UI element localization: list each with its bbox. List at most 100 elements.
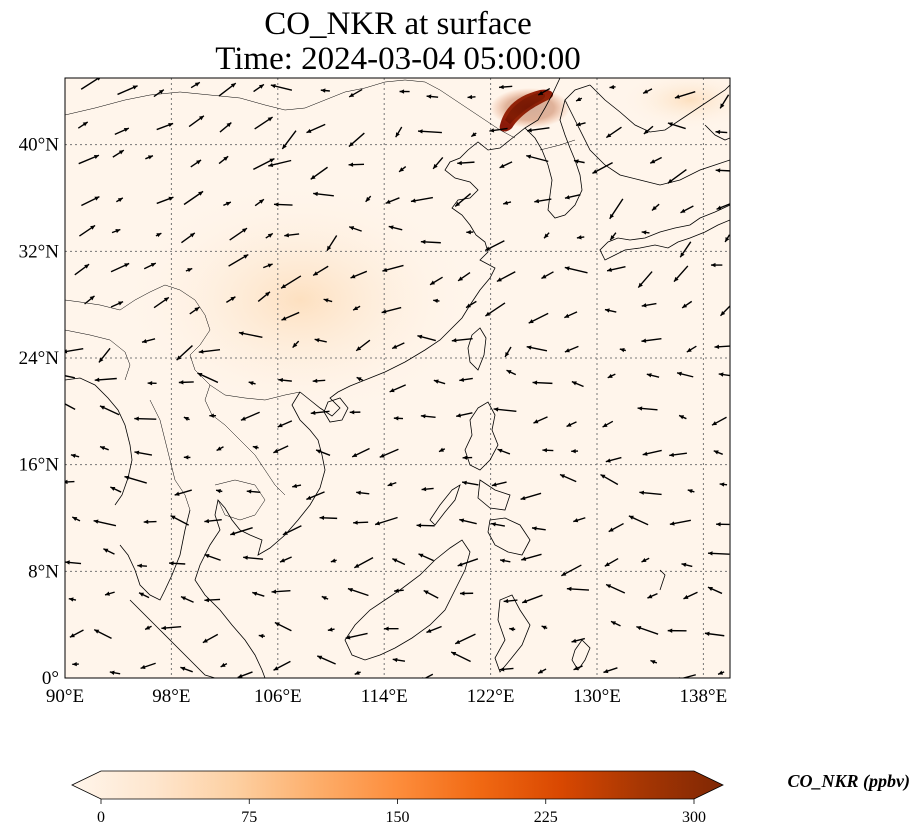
wind-arrow xyxy=(71,516,81,522)
wind-arrow xyxy=(104,591,115,596)
wind-arrow xyxy=(603,667,618,674)
wind-arrow xyxy=(674,91,696,99)
wind-arrow xyxy=(141,338,156,344)
coastline-indochina xyxy=(194,391,326,678)
wind-arrow xyxy=(710,262,723,268)
wind-arrow xyxy=(348,162,365,167)
wind-arrow xyxy=(65,479,75,485)
wind-arrow xyxy=(315,449,331,456)
wind-arrow xyxy=(109,670,121,675)
wind-arrow xyxy=(651,203,660,212)
wind-arrow xyxy=(93,519,117,527)
wind-arrow xyxy=(650,659,658,665)
wind-arrow xyxy=(392,558,406,566)
wind-arrow xyxy=(354,670,361,675)
wind-arrow xyxy=(526,345,548,352)
wind-arrow xyxy=(284,233,300,238)
wind-arrow xyxy=(98,347,111,363)
title-line-1: CO_NKR at surface xyxy=(264,6,532,42)
wind-arrow xyxy=(273,202,293,207)
wind-arrow xyxy=(541,625,548,630)
wind-arrow xyxy=(520,492,542,501)
wind-arrow xyxy=(395,126,403,138)
wind-arrow xyxy=(718,372,730,377)
lat-tick-label: 8°N xyxy=(28,561,59,582)
wind-arrow xyxy=(209,413,217,418)
wind-arrow xyxy=(180,666,193,673)
wind-arrow xyxy=(144,625,152,631)
wind-arrow xyxy=(503,598,518,604)
wind-arrow xyxy=(327,627,335,632)
coastlines xyxy=(65,78,730,678)
wind-arrow xyxy=(537,87,551,96)
wind-arrow xyxy=(223,201,232,207)
map-area: 90°E 98°E 106°E 114°E 122°E 130°E 138°E 0° 8°N 1… xyxy=(19,77,731,707)
wind-arrow xyxy=(528,312,549,324)
wind-arrow xyxy=(237,671,253,678)
wind-arrow xyxy=(602,420,614,428)
wind-arrow xyxy=(484,240,505,252)
wind-arrow xyxy=(521,594,543,604)
wind-arrow xyxy=(566,421,577,428)
wind-arrow xyxy=(348,132,365,148)
wind-arrow xyxy=(257,291,271,302)
border-india xyxy=(65,329,131,381)
wind-arrow xyxy=(465,300,477,309)
wind-arrow xyxy=(457,272,471,282)
wind-arrow xyxy=(715,129,728,135)
wind-arrow xyxy=(559,473,577,483)
wind-arrow xyxy=(252,445,259,450)
wind-arrow xyxy=(573,517,586,523)
wind-arrow xyxy=(240,411,260,421)
wind-arrow xyxy=(147,381,157,386)
wind-arrow xyxy=(374,516,398,526)
wind-arrow xyxy=(504,346,512,358)
wind-arrow xyxy=(292,483,302,489)
wind-arrow xyxy=(420,239,441,245)
coastline-malay-peninsula xyxy=(119,509,191,601)
wind-arrow xyxy=(667,122,686,130)
wind-arrow xyxy=(243,555,264,560)
wind-arrow xyxy=(646,373,660,378)
wind-arrow xyxy=(707,551,730,556)
wind-arrow xyxy=(110,262,130,273)
wind-arrow xyxy=(271,589,291,594)
wind-arrow xyxy=(410,196,433,203)
colorbar-tick-label: 300 xyxy=(682,809,706,826)
lat-tick-label: 24°N xyxy=(19,348,60,369)
wind-arrow xyxy=(619,347,627,353)
map-frame xyxy=(64,77,731,679)
wind-arrow xyxy=(189,306,200,315)
wind-arrow xyxy=(70,453,80,458)
wind-arrow xyxy=(394,588,404,593)
wind-arrow xyxy=(274,621,292,632)
wind-arrow xyxy=(161,625,182,631)
wind-arrow xyxy=(79,224,96,237)
wind-arrow xyxy=(637,271,653,289)
wind-arrow xyxy=(103,548,115,555)
wind-arrow xyxy=(279,556,292,563)
wind-arrow xyxy=(669,452,687,458)
wind-arrow xyxy=(647,592,658,599)
lat-tick-label: 32°N xyxy=(19,241,60,262)
wind-arrow xyxy=(713,450,723,455)
wind-arrow xyxy=(198,348,221,354)
wind-arrow xyxy=(270,84,293,91)
wind-arrow xyxy=(183,416,190,421)
wind-arrow xyxy=(225,296,236,303)
wind-arrow xyxy=(534,198,552,204)
wind-arrow xyxy=(681,300,693,309)
wind-arrow xyxy=(321,595,329,601)
wind-arrow xyxy=(134,450,153,456)
wind-arrow xyxy=(381,306,402,314)
wind-arrow xyxy=(306,491,325,501)
wind-arrow xyxy=(352,305,361,311)
wind-arrow xyxy=(637,406,658,411)
wind-arrow xyxy=(326,235,338,252)
wind-arrow xyxy=(110,486,122,493)
coastline-japan xyxy=(599,204,730,261)
wind-arrow xyxy=(353,520,369,525)
wind-arrow xyxy=(320,88,330,93)
wind-arrow xyxy=(499,84,513,90)
coastline-new-guinea xyxy=(659,569,666,591)
